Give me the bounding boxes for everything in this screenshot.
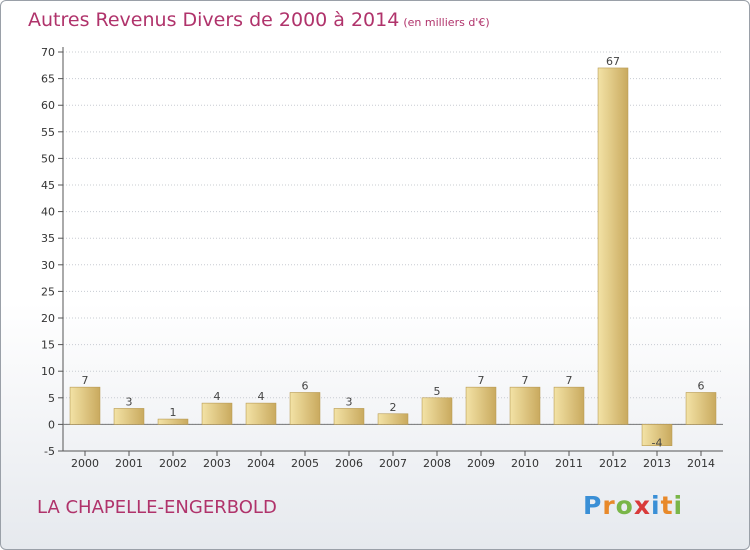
x-tick-label: 2013 <box>643 457 671 470</box>
data-label: 4 <box>214 390 221 403</box>
bar-2009 <box>465 386 497 425</box>
y-tick-label: 70 <box>41 46 55 59</box>
x-tick-label: 2010 <box>511 457 539 470</box>
commune-name: LA CHAPELLE-ENGERBOLD <box>37 497 277 518</box>
data-label: 3 <box>346 395 353 408</box>
bar-2005 <box>289 392 321 425</box>
bar-2006 <box>333 408 365 425</box>
y-tick-label: 65 <box>41 73 55 86</box>
data-label: 5 <box>434 385 441 398</box>
bar-2012 <box>597 67 629 425</box>
logo-letter: r <box>602 491 616 520</box>
x-tick-label: 2005 <box>291 457 319 470</box>
x-tick-label: 2001 <box>115 457 143 470</box>
logo-letter: x <box>633 491 651 520</box>
bar-2014 <box>685 392 717 425</box>
y-tick-label: 50 <box>41 152 55 165</box>
logo-letter: P <box>583 491 603 520</box>
y-tick-labels: -5 0 5 10 15 20 25 30 35 40 45 50 55 60 65 70 <box>41 46 55 458</box>
bar-2002 <box>157 418 189 425</box>
logo-letter: i <box>651 491 661 520</box>
bar-2000 <box>69 386 101 425</box>
y-tick-label: 20 <box>41 312 55 325</box>
chart-title: Autres Revenus Divers de 2000 à 2014 (en … <box>28 9 490 31</box>
data-label: 4 <box>258 390 265 403</box>
y-tick-label: 5 <box>48 392 55 405</box>
data-label: 7 <box>478 374 485 387</box>
bar-2011 <box>553 386 585 425</box>
x-tick-label: 2009 <box>467 457 495 470</box>
y-tick-label: 55 <box>41 126 55 139</box>
y-tick-label: 15 <box>41 339 55 352</box>
data-label: -4 <box>652 437 663 450</box>
y-tick-label: 40 <box>41 206 55 219</box>
bar-2010 <box>509 386 541 425</box>
x-tick-label: 2007 <box>379 457 407 470</box>
logo-letter: o <box>615 491 634 520</box>
y-tick-label: -5 <box>44 445 55 458</box>
logo-letter: i <box>673 491 684 520</box>
y-tick-label: 25 <box>41 285 55 298</box>
x-tick-label: 2012 <box>599 457 627 470</box>
x-tick-label: 2004 <box>247 457 275 470</box>
bar-2003 <box>201 402 233 425</box>
x-tick-label: 2008 <box>423 457 451 470</box>
logo-letter: t <box>660 491 674 520</box>
data-labels: 7 3 1 4 4 6 3 2 5 7 7 7 67 -4 6 <box>82 55 705 450</box>
x-tick-label: 2002 <box>159 457 187 470</box>
x-tick-label: 2011 <box>555 457 583 470</box>
x-tick-labels: 2000 2001 2002 2003 2004 2005 2006 2007 2008 2009… <box>71 451 715 470</box>
proxiti-logo: Proxiti <box>583 491 683 520</box>
chart-subtitle: (en milliers d'€) <box>403 16 490 29</box>
data-label: 3 <box>126 395 133 408</box>
x-tick-label: 2006 <box>335 457 363 470</box>
y-tick-label: 0 <box>48 418 55 431</box>
bar-2013 <box>641 424 673 446</box>
data-label: 67 <box>606 55 620 68</box>
y-tick-label: 35 <box>41 232 55 245</box>
bar-2007 <box>377 413 409 425</box>
x-tick-label: 2014 <box>687 457 715 470</box>
data-label: 7 <box>522 374 529 387</box>
y-tick-label: 10 <box>41 365 55 378</box>
data-label: 7 <box>566 374 573 387</box>
data-label: 2 <box>390 401 397 414</box>
y-tick-label: 30 <box>41 259 55 272</box>
bar-2001 <box>113 408 145 425</box>
bar-2004 <box>245 402 277 425</box>
data-label: 1 <box>170 406 177 419</box>
data-label: 6 <box>698 379 705 392</box>
bars <box>69 67 717 446</box>
bar-2008 <box>421 397 453 425</box>
gridlines <box>58 51 723 452</box>
y-tick-label: 45 <box>41 179 55 192</box>
x-tick-label: 2003 <box>203 457 231 470</box>
x-tick-label: 2000 <box>71 457 99 470</box>
y-tick-label: 60 <box>41 99 55 112</box>
data-label: 7 <box>82 374 89 387</box>
data-label: 6 <box>302 379 309 392</box>
title-text: Autres Revenus Divers de 2000 à 2014 <box>28 9 400 31</box>
